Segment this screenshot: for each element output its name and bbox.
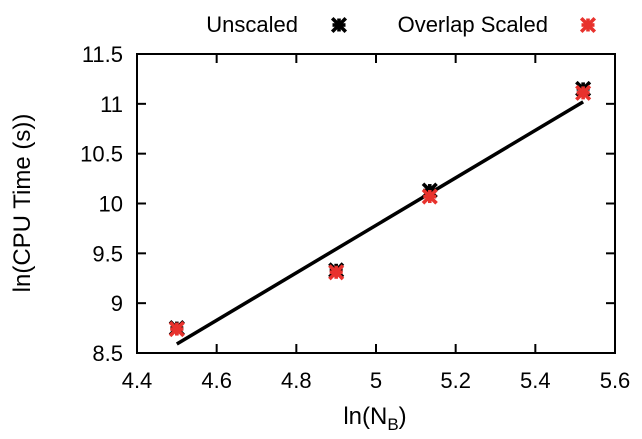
x-tick-label: 5.4	[520, 368, 551, 393]
y-tick-label: 10	[99, 192, 123, 217]
axis-ticks	[136, 53, 616, 354]
data-point-overlap-scaled	[168, 321, 185, 338]
fit-line-group	[175, 100, 585, 346]
x-tick-label: 5.6	[600, 368, 631, 393]
legend: Unscaled Overlap Scaled	[206, 12, 597, 37]
x-axis-label-base: ln(N	[343, 403, 387, 430]
legend-marker-glyph	[330, 16, 348, 34]
axis-tick-labels: 4.4 4.6 4.8 5 5.2 5.4 5.6 8.5 9 9.5 10 10.5 11 11.5	[80, 42, 630, 393]
x-axis-label-subscript: B	[387, 415, 398, 434]
data-point-overlap-scaled	[328, 264, 345, 281]
y-tick-label: 9	[111, 291, 123, 316]
y-tick-label: 9.5	[92, 241, 123, 266]
y-axis-label: ln(CPU Time (s))	[9, 114, 36, 293]
x-axis-label-close: )	[399, 403, 407, 430]
data-markers	[168, 80, 592, 338]
legend-label-unscaled: Unscaled	[206, 12, 298, 37]
x-tick-label: 5.2	[440, 368, 471, 393]
data-point-overlap-scaled	[421, 188, 438, 205]
x-tick-label: 4.8	[281, 368, 312, 393]
y-tick-label: 11	[100, 92, 123, 117]
fit-line	[175, 100, 585, 346]
y-tick-label: 11.5	[82, 42, 123, 67]
x-tick-label: 4.4	[122, 368, 153, 393]
x-axis-label: ln(NB)	[343, 403, 406, 434]
legend-label-overlap-scaled: Overlap Scaled	[398, 12, 548, 37]
legend-marker-glyph	[579, 16, 597, 34]
x-tick-label: 4.6	[201, 368, 232, 393]
legend-marker-overlap-scaled	[579, 16, 597, 34]
y-tick-label: 8.5	[92, 341, 123, 366]
legend-marker-unscaled	[330, 16, 348, 34]
data-point-overlap-scaled	[575, 84, 592, 101]
y-tick-label: 10.5	[80, 142, 123, 167]
plot-frame	[136, 53, 616, 354]
x-tick-label: 5	[370, 368, 382, 393]
